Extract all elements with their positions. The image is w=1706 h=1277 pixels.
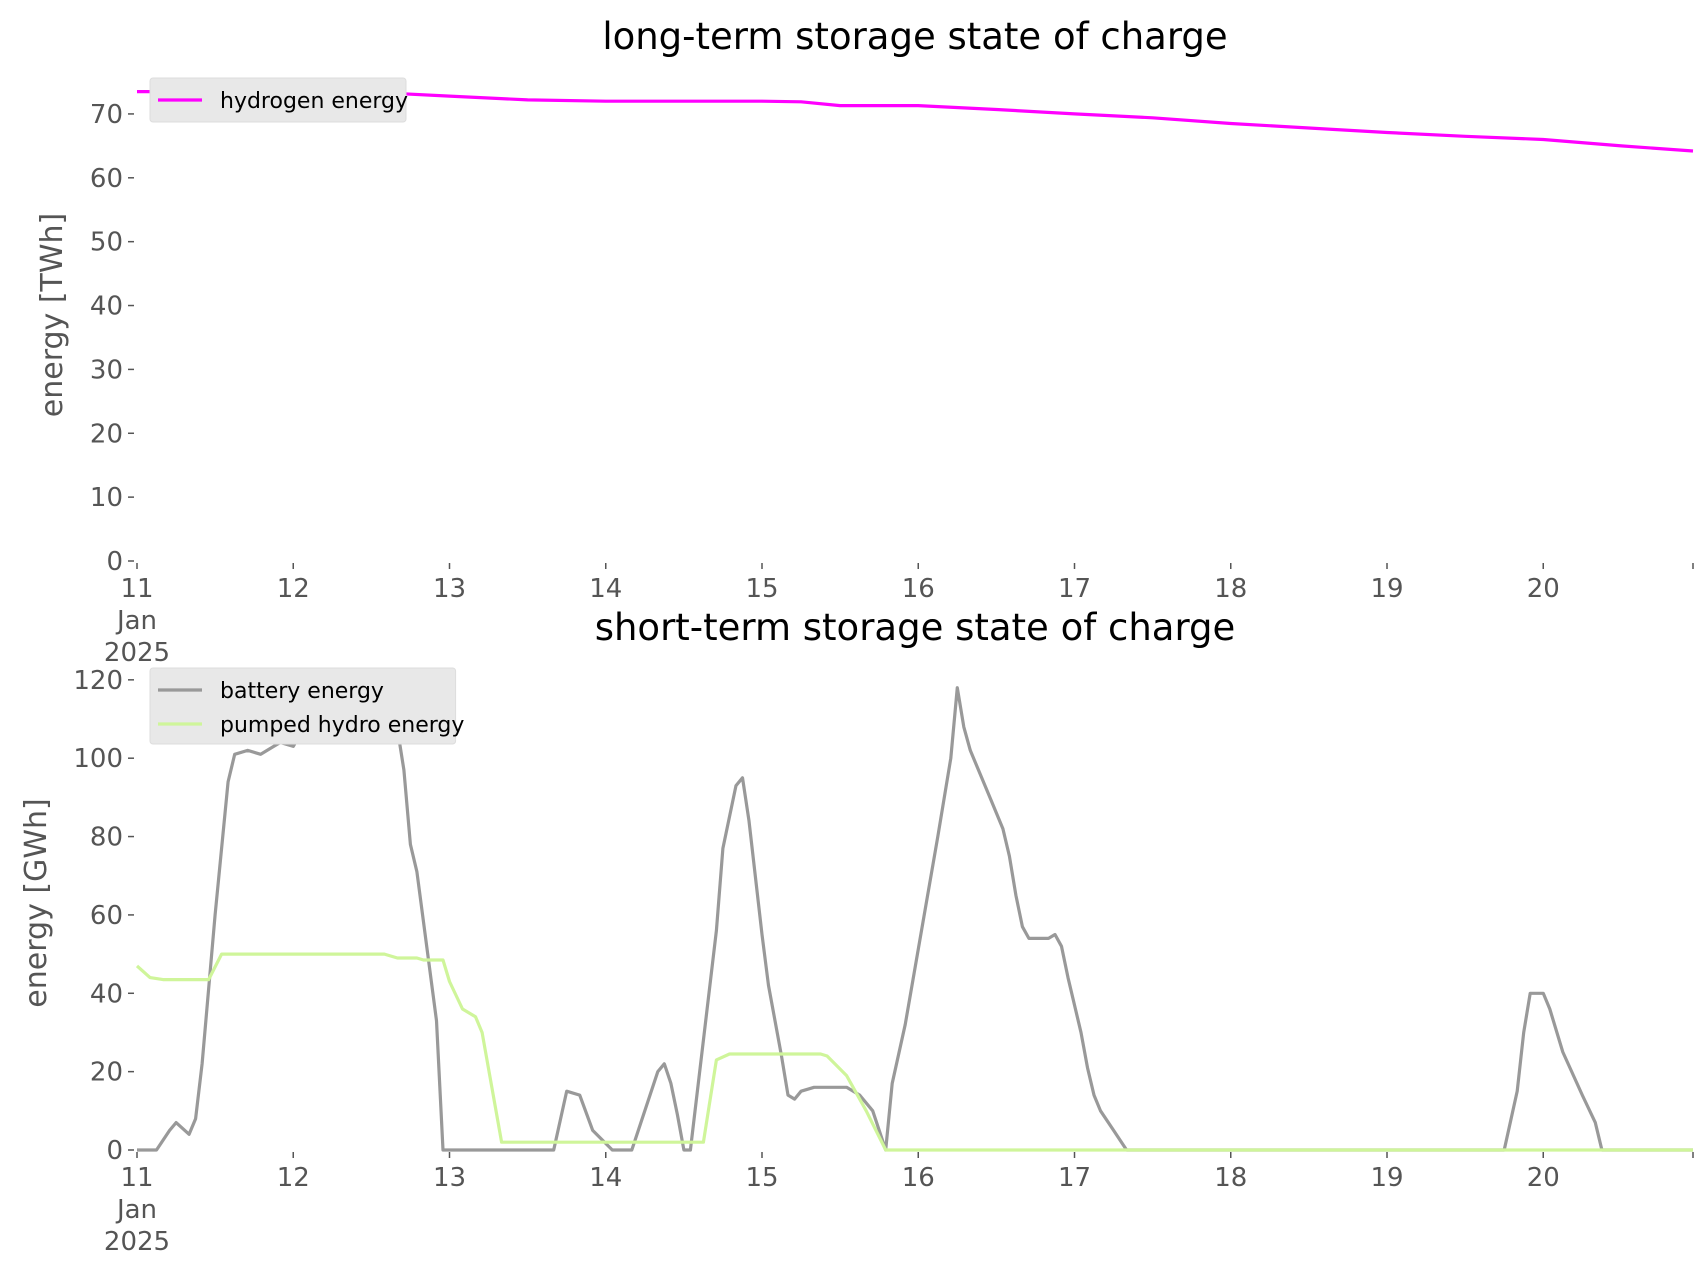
- x-tick-label: 18: [1214, 1163, 1247, 1193]
- x-tick-label: 12: [277, 574, 310, 604]
- y-tick-label: 40: [90, 979, 123, 1009]
- long-term-chart: long-term storage state of charge energy …: [35, 15, 1694, 668]
- y-tick-label: 70: [90, 100, 123, 130]
- x-tick-label: 19: [1370, 574, 1403, 604]
- y-tick-label: 30: [90, 355, 123, 385]
- y-tick-label: 20: [90, 419, 123, 449]
- x-tick-label: 11: [120, 574, 153, 604]
- x-tick-label: 17: [1058, 1163, 1091, 1193]
- x-tick-label: 15: [745, 1163, 778, 1193]
- x-tick-label: 15: [745, 574, 778, 604]
- x-tick-label: 13: [433, 574, 466, 604]
- legend: battery energy pumped hydro energy: [149, 667, 464, 745]
- legend-label: pumped hydro energy: [220, 713, 464, 738]
- x-tick-label: 14: [589, 1163, 622, 1193]
- x-tick-label: 16: [902, 1163, 935, 1193]
- y-tick-label: 60: [90, 901, 123, 931]
- x-tick-label: 12: [277, 1163, 310, 1193]
- x-tick-label-extra: Jan: [115, 1195, 157, 1225]
- x-tick-label: 20: [1527, 574, 1560, 604]
- x-tick-label: 16: [902, 574, 935, 604]
- series-line-hydrogen-energy: [137, 90, 1694, 153]
- legend-label: hydrogen energy: [220, 89, 408, 114]
- legend-box: [149, 667, 457, 745]
- chart-title: short-term storage state of charge: [595, 606, 1236, 649]
- x-tick-label-extra: 2025: [104, 638, 170, 668]
- legend-label: battery energy: [220, 679, 384, 704]
- legend-box: [149, 77, 407, 123]
- x-tick-label: 13: [433, 1163, 466, 1193]
- y-axis-label: energy [TWh]: [35, 213, 70, 417]
- y-tick-label: 80: [90, 823, 123, 853]
- x-tick-label-extra: Jan: [115, 606, 157, 636]
- y-tick-label: 100: [73, 744, 123, 774]
- y-tick-label: 0: [106, 547, 123, 577]
- legend: hydrogen energy: [149, 77, 408, 123]
- y-tick-label: 60: [90, 164, 123, 194]
- y-tick-label: 50: [90, 228, 123, 258]
- x-tick-label: 19: [1370, 1163, 1403, 1193]
- x-tick-label: 14: [589, 574, 622, 604]
- x-tick-label: 20: [1527, 1163, 1560, 1193]
- series-line-pumped-hydro-energy: [135, 952, 1693, 1152]
- y-axis-label: energy [GWh]: [19, 798, 54, 1007]
- y-tick-label: 40: [90, 292, 123, 322]
- x-tick-label: 11: [120, 1163, 153, 1193]
- y-tick-label: 10: [90, 483, 123, 513]
- x-tick-label-extra: 2025: [104, 1227, 170, 1257]
- x-tick-label: 18: [1214, 574, 1247, 604]
- y-tick-label: 20: [90, 1058, 123, 1088]
- x-tick-label: 17: [1058, 574, 1091, 604]
- series-line-battery-energy: [137, 678, 1693, 1152]
- y-tick-label: 120: [73, 666, 123, 696]
- chart-title: long-term storage state of charge: [602, 15, 1227, 58]
- short-term-chart: short-term storage state of charge energy…: [19, 606, 1694, 1257]
- y-tick-label: 0: [106, 1136, 123, 1166]
